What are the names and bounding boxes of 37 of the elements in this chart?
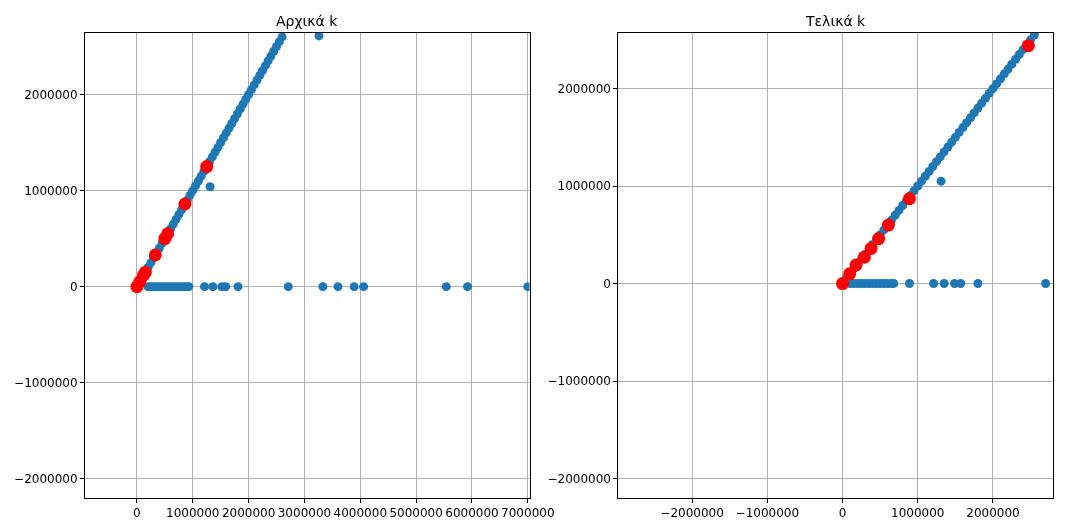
y-tick-label: 1000000 xyxy=(557,179,611,194)
x-tick-label: −2000000 xyxy=(660,506,724,521)
y-tick-label: −2000000 xyxy=(14,471,78,486)
chart-title: Αρχικά k xyxy=(276,13,339,29)
point xyxy=(864,241,878,255)
x-tick-label: 7000000 xyxy=(501,506,555,521)
point xyxy=(872,232,886,246)
x-tick-label: 0 xyxy=(133,506,141,521)
y-tick-label: −1000000 xyxy=(14,375,78,390)
x-tick-label: 2000000 xyxy=(966,506,1020,521)
x-tick-label: 3000000 xyxy=(277,506,332,521)
point xyxy=(200,160,214,174)
point xyxy=(881,218,895,232)
x-tick-label: 5000000 xyxy=(389,506,443,521)
y-tick-label: 2000000 xyxy=(24,87,78,102)
point xyxy=(857,250,871,264)
y-tick-label: −1000000 xyxy=(547,374,611,389)
point xyxy=(849,258,863,272)
x-tick-label: 2000000 xyxy=(221,506,276,521)
point xyxy=(843,267,857,281)
point xyxy=(148,248,162,262)
x-tick-label: 4000000 xyxy=(333,506,388,521)
y-tick-label: 0 xyxy=(603,276,611,291)
point xyxy=(161,227,175,241)
x-tick-label: 6000000 xyxy=(445,506,499,521)
x-tick-label: −1000000 xyxy=(735,506,800,521)
x-tick-label: 0 xyxy=(838,506,847,521)
y-tick-label: 2000000 xyxy=(557,81,611,96)
point xyxy=(178,197,192,211)
y-tick-label: 1000000 xyxy=(24,183,78,198)
point xyxy=(836,277,850,291)
chart-title: Τελικά k xyxy=(805,13,867,29)
point xyxy=(902,192,916,206)
y-tick-label: 0 xyxy=(69,279,78,294)
x-tick-label: 1000000 xyxy=(891,506,945,521)
y-tick-label: −2000000 xyxy=(547,471,611,486)
x-tick-label: 1000000 xyxy=(166,506,220,521)
